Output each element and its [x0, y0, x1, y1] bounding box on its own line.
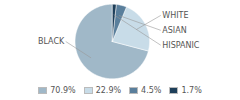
html-text:70.9%: 70.9%	[50, 85, 76, 95]
svg-text:WHITE: WHITE	[162, 11, 188, 20]
svg-text:HISPANIC: HISPANIC	[162, 41, 200, 50]
svg-text:BLACK: BLACK	[38, 37, 65, 46]
html-text:4.5%: 4.5%	[141, 85, 162, 95]
html-text:22.9%: 22.9%	[95, 85, 122, 95]
html-text:1.7%: 1.7%	[181, 85, 202, 95]
svg-text:ASIAN: ASIAN	[162, 26, 186, 35]
